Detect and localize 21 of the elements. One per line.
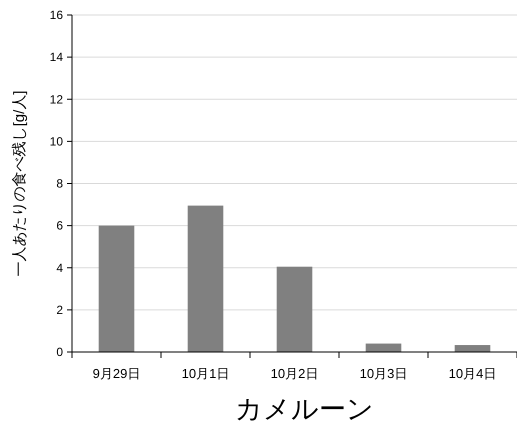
y-tick-label: 2 bbox=[56, 302, 64, 317]
y-tick-label: 14 bbox=[50, 50, 64, 64]
text: カメルーン bbox=[235, 394, 374, 424]
y-tick-label: 4 bbox=[56, 260, 64, 275]
bar bbox=[366, 344, 402, 352]
x-tick-label: 10月4日 bbox=[448, 366, 496, 381]
x-tick-label: 10月2日 bbox=[270, 366, 318, 381]
y-axis-title: 一人あたりの食べ残し[g/人] bbox=[11, 90, 28, 276]
bar bbox=[188, 206, 224, 352]
y-tick-label: 8 bbox=[56, 176, 64, 190]
y-tick-label: 0 bbox=[56, 345, 64, 359]
x-tick-label: 9月29日 bbox=[92, 366, 140, 381]
bar bbox=[276, 266, 312, 352]
x-tick-label: 10月3日 bbox=[360, 366, 408, 381]
bar bbox=[98, 226, 134, 352]
y-tick-label: 12 bbox=[50, 92, 64, 106]
y-tick-label: 16 bbox=[50, 8, 64, 22]
x-tick-label: 10月1日 bbox=[182, 366, 230, 381]
bar bbox=[454, 345, 490, 352]
y-tick-label: 6 bbox=[56, 218, 64, 233]
y-tick-label: 10 bbox=[50, 134, 64, 148]
